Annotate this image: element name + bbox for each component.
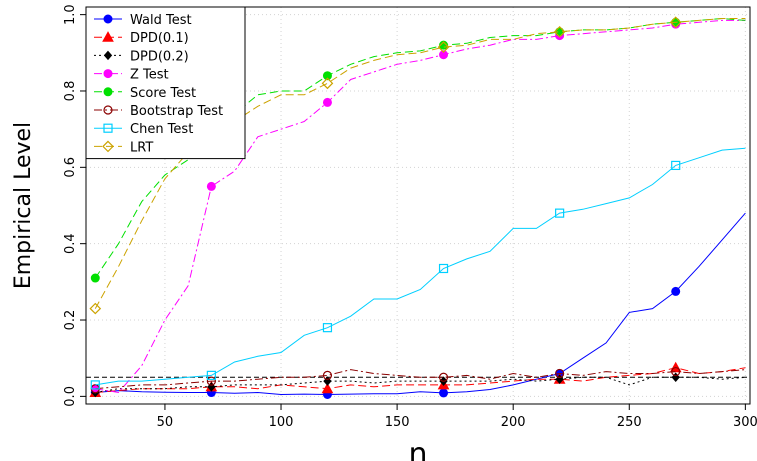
legend-label: DPD(0.1)	[130, 31, 189, 46]
legend-marker	[102, 140, 114, 153]
data-point	[671, 286, 681, 296]
data-point	[90, 273, 100, 283]
y-axis-label: Empirical Level	[11, 122, 36, 289]
series-dpd-0-1-	[89, 361, 746, 398]
legend-label: Z Test	[130, 68, 169, 83]
data-point	[322, 323, 333, 333]
data-point	[669, 16, 682, 29]
legend-label: Score Test	[130, 86, 196, 101]
data-point	[555, 208, 565, 218]
series-line	[95, 212, 746, 396]
x-tick-label: 150	[385, 415, 410, 430]
y-tick-label: 0.4	[63, 233, 78, 254]
data-point	[206, 370, 216, 380]
y-axis: 0.0 0.2 0.4 0.6 0.8 1.0	[63, 4, 87, 407]
y-tick-label: 0.6	[63, 157, 78, 178]
series-line	[95, 369, 746, 390]
x-axis-label: n	[408, 437, 427, 461]
legend-marker	[103, 105, 113, 115]
data-point	[321, 382, 334, 394]
series-line	[95, 147, 746, 386]
data-point	[438, 263, 449, 274]
x-axis: 50 100 150 200 250 300	[157, 403, 757, 430]
data-point	[90, 380, 100, 390]
data-point	[553, 25, 566, 38]
legend-marker	[103, 123, 113, 133]
legend-marker	[103, 50, 113, 61]
legend-label: DPD(0.2)	[130, 49, 189, 64]
data-point	[322, 97, 332, 107]
y-tick-label: 1.0	[63, 4, 78, 25]
y-tick-label: 0.8	[63, 81, 78, 102]
legend-marker	[102, 31, 114, 42]
data-point	[671, 160, 681, 171]
data-point	[206, 376, 216, 386]
data-point	[439, 50, 449, 60]
legend-label: LRT	[130, 140, 153, 155]
x-tick-label: 300	[733, 415, 757, 430]
data-point	[671, 366, 681, 377]
legend-label: Wald Test	[130, 13, 192, 28]
legend-label: Chen Test	[130, 122, 193, 137]
legend-box	[85, 6, 246, 160]
data-point	[438, 372, 449, 382]
data-point	[322, 370, 333, 380]
legend: Wald Test DPD(0.1) DPD(0.2) Z Test Score Tes…	[85, 6, 246, 160]
series-chen-test	[90, 147, 746, 390]
data-point	[89, 302, 102, 315]
y-tick-label: 0.0	[63, 386, 78, 407]
x-tick-label: 100	[269, 415, 294, 430]
grid	[86, 7, 750, 404]
data-point	[321, 77, 334, 90]
x-tick-label: 50	[157, 415, 174, 430]
legend-label: Bootstrap Test	[130, 104, 223, 119]
series-line	[95, 367, 746, 393]
data-point	[439, 388, 449, 398]
data-point	[555, 368, 565, 379]
data-point	[322, 71, 332, 81]
data-point	[437, 41, 450, 53]
legend-marker	[103, 69, 113, 79]
series-bootstrap-test	[90, 366, 746, 394]
x-tick-label: 200	[501, 415, 526, 430]
series-line	[95, 376, 746, 393]
series-line	[95, 19, 746, 394]
legend-marker	[103, 14, 113, 24]
data-point	[206, 181, 216, 191]
legend-marker	[103, 87, 113, 97]
series-wald-test	[90, 212, 746, 399]
x-tick-label: 250	[617, 415, 642, 430]
y-tick-label: 0.2	[63, 310, 78, 331]
